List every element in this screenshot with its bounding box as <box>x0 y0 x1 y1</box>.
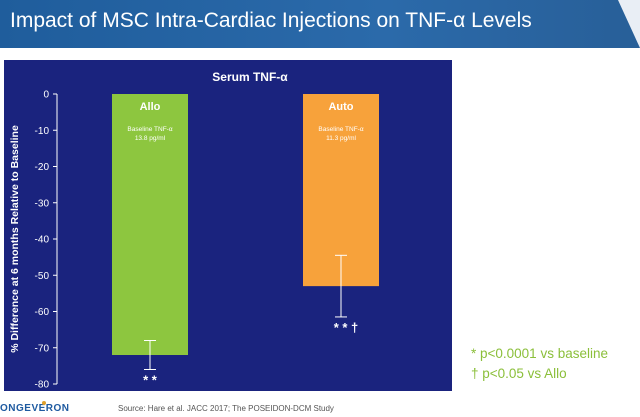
y-tick-label: -40 <box>35 235 50 246</box>
y-tick-label: -50 <box>35 271 50 282</box>
significance-marker: * * † <box>334 320 359 335</box>
y-tick-label: -70 <box>35 343 50 354</box>
significance-marker: * * <box>143 373 158 388</box>
y-tick-label: -10 <box>35 126 50 137</box>
logo-mark-icon <box>42 401 46 405</box>
title-bar: Impact of MSC Intra-Cardiac Injections o… <box>0 0 640 48</box>
y-axis: 0 -10 -20 -30 -40 -50 -60 -70 -80 <box>35 90 58 391</box>
bar-label: Auto <box>328 101 353 113</box>
company-logo: ONGEVERON <box>0 403 70 414</box>
significance-note-baseline: * p<0.0001 vs baseline <box>471 346 608 361</box>
significance-note-allo: † p<0.05 vs Allo <box>471 366 567 381</box>
title-bar-corner <box>618 0 640 48</box>
bar-auto <box>303 94 379 287</box>
chart-title: Serum TNF-α <box>212 70 288 84</box>
tnf-alpha-bar-chart: Serum TNF-α % Difference at 6 months Rel… <box>9 70 379 391</box>
y-axis-title: % Difference at 6 months Relative to Bas… <box>9 125 21 353</box>
baseline-value: 13.8 pg/ml <box>135 135 166 142</box>
baseline-label: Baseline TNF-α <box>318 126 363 133</box>
bars: Allo Baseline TNF-α 13.8 pg/ml * * Auto Basel… <box>112 94 379 388</box>
y-tick-label: 0 <box>43 90 49 101</box>
chart-panel: Serum TNF-α % Difference at 6 months Rel… <box>4 60 452 391</box>
bar-label: Allo <box>140 101 161 113</box>
y-tick-label: -80 <box>35 380 50 391</box>
bar-allo <box>112 94 188 355</box>
slide-title: Impact of MSC Intra-Cardiac Injections o… <box>10 9 532 32</box>
y-tick-label: -30 <box>35 198 50 209</box>
y-tick-label: -20 <box>35 162 50 173</box>
baseline-label: Baseline TNF-α <box>127 126 172 133</box>
source-citation: Source: Hare et al. JACC 2017; The POSEI… <box>118 404 334 413</box>
baseline-value: 11.3 pg/ml <box>326 135 356 142</box>
y-tick-label: -60 <box>35 307 50 318</box>
